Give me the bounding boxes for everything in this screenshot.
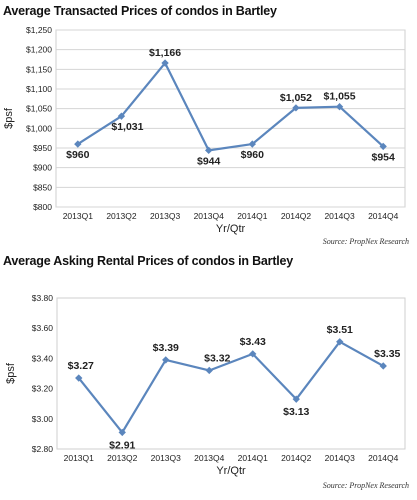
data-point (292, 104, 300, 112)
y-tick-label: $1,200 (26, 45, 52, 55)
data-label: $1,166 (149, 47, 181, 59)
data-label: $3.51 (327, 324, 353, 336)
data-point (117, 112, 126, 120)
x-tick-label: 2014Q1 (237, 211, 268, 221)
transacted-prices-chart: Average Transacted Prices of condos in B… (3, 4, 409, 246)
data-label: $3.27 (68, 360, 94, 372)
series-line (77, 61, 384, 152)
x-tick-label: 2014Q3 (324, 211, 355, 221)
y-axis-title: $psf (5, 362, 17, 384)
x-tick-label: 2014Q4 (368, 211, 399, 221)
data-label: $3.32 (204, 352, 230, 364)
x-tick-label: 2013Q4 (194, 211, 225, 221)
x-axis-title: Yr/Qtr (216, 223, 246, 235)
data-label: $1,031 (111, 121, 143, 133)
data-point (379, 362, 387, 370)
data-point (161, 59, 169, 67)
x-tick-label: 2013Q3 (150, 211, 181, 221)
data-point (205, 146, 213, 155)
x-tick-label: 2013Q1 (64, 453, 95, 463)
transacted-prices-plot: $800 $850 $900 $950 $1,000 $1,050 $1,100 $1,150… (3, 25, 406, 235)
y-tick-label: $1,050 (26, 104, 52, 114)
y-tick-label: $2.80 (32, 444, 54, 454)
x-tick-label: 2014Q2 (281, 453, 312, 463)
data-label: $2.91 (109, 439, 135, 451)
data-point (379, 142, 387, 151)
rental-prices-plot: $2.80 $3.00 $3.20 $3.40 $3.60 $3.80 2013Q1 2013… (5, 293, 406, 477)
x-tick-label: 2014Q1 (238, 453, 269, 463)
data-point (248, 140, 256, 148)
data-point (74, 140, 82, 148)
source-note: Source: PropNex Research (322, 237, 409, 246)
data-label: $1,055 (324, 91, 356, 103)
y-tick-label: $1,150 (26, 64, 52, 74)
x-tick-label: 2014Q2 (281, 211, 312, 221)
data-label: $954 (372, 151, 396, 163)
x-tick-label: 2014Q3 (325, 453, 356, 463)
data-point (75, 374, 83, 382)
data-label: $3.35 (374, 348, 400, 360)
chart-title: Average Asking Rental Prices of condos i… (3, 254, 294, 268)
x-tick-label: 2013Q2 (107, 453, 138, 463)
source-note: Source: PropNex Research (322, 481, 409, 490)
rental-prices-chart: Average Asking Rental Prices of condos i… (0, 250, 417, 500)
x-tick-label: 2013Q3 (151, 453, 182, 463)
data-label: $960 (241, 149, 265, 161)
chart-title: Average Transacted Prices of condos in B… (3, 4, 277, 18)
plot-frame (56, 297, 406, 450)
x-tick-label: 2013Q4 (194, 453, 225, 463)
x-tick-label: 2013Q1 (63, 211, 94, 221)
data-label: $3.39 (153, 342, 179, 354)
y-tick-label: $850 (33, 182, 52, 192)
y-tick-label: $3.20 (32, 384, 54, 394)
series-line (77, 340, 384, 434)
y-tick-label: $1,100 (26, 84, 52, 94)
y-tick-label: $800 (33, 202, 52, 212)
y-axis-title: $psf (3, 107, 15, 129)
x-axis-title: Yr/Qtr (216, 465, 246, 477)
data-point (249, 350, 257, 358)
y-tick-label: $3.80 (32, 293, 54, 303)
y-tick-label: $1,000 (26, 123, 52, 133)
y-tick-label: $3.60 (32, 323, 54, 333)
y-tick-label: $900 (33, 163, 52, 173)
x-tick-label: 2014Q4 (368, 453, 399, 463)
data-point (205, 366, 213, 375)
data-label: $944 (197, 155, 221, 167)
y-tick-label: $3.40 (32, 353, 54, 363)
y-tick-label: $1,250 (26, 25, 52, 35)
data-point (335, 103, 344, 111)
y-tick-label: $950 (33, 143, 52, 153)
x-tick-label: 2013Q2 (106, 211, 137, 221)
data-label: $3.43 (240, 336, 266, 348)
data-label: $3.13 (283, 406, 309, 418)
y-tick-label: $3.00 (32, 414, 54, 424)
data-label: $1,052 (280, 92, 312, 104)
data-label: $960 (66, 149, 90, 161)
